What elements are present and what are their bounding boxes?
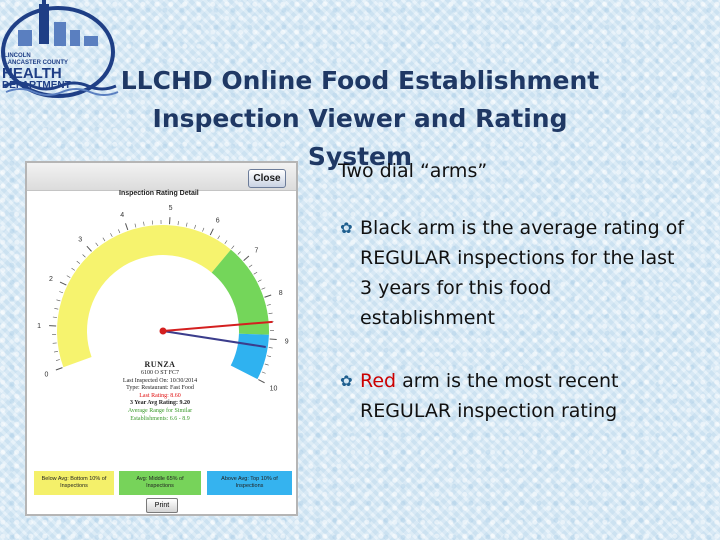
panel-toolbar: Close [27, 163, 296, 191]
gauge-minor-tick [82, 254, 86, 258]
gauge-minor-tick [248, 264, 253, 268]
bullet-red-word: Red [360, 370, 397, 392]
gauge-major-tick [269, 338, 277, 341]
establishment-type: Type: Restaurant: Fast Food [126, 385, 194, 392]
gauge-minor-tick [177, 221, 179, 226]
bullet-red-arm-text: arm is the most recent REGULAR inspectio… [360, 370, 619, 422]
gauge-minor-tick [55, 359, 60, 361]
slide-title-line2: Inspection Viewer and Rating System [152, 104, 568, 171]
gauge-minor-tick [71, 267, 75, 271]
gauge-minor-tick [76, 260, 81, 264]
gauge-minor-tick [202, 227, 205, 232]
legend-above-average: Above Avg: Top 10% of Inspections [207, 471, 292, 495]
rating-gauge: 0 1 2 3 4 5 6 7 8 9 10 [37, 205, 289, 392]
last-rating-arm [162, 320, 273, 332]
gauge-major-tick [264, 294, 272, 298]
establishment-address: 6100 O ST FC7 [140, 370, 180, 376]
gauge-minor-tick [266, 304, 271, 306]
bullet-icon: ✿ [340, 372, 353, 390]
gauge-minor-tick [59, 291, 64, 294]
gauge-major-tick [209, 228, 214, 236]
gauge-minor-tick [253, 271, 258, 275]
logo-graphic: LINCOLN LANCASTER COUNTY HEALTH DEPARTME… [1, 0, 119, 98]
gauge-minor-tick [224, 240, 228, 244]
gauge-tick-label: 3 [78, 237, 82, 244]
gauge-tick-label: 2 [49, 276, 53, 283]
gauge-major-tick [55, 367, 63, 371]
explanation-text: Two dial “arms” ✿ Black arm is the avera… [338, 156, 688, 459]
establishment-name: RUNZA [144, 360, 176, 369]
gauge-minor-tick [267, 355, 272, 357]
last-inspected-date: Last Inspected On: 10/30/2014 [122, 377, 198, 384]
bullet-red-arm: ✿ Red arm is the most recent REGULAR ins… [338, 366, 688, 426]
gauge-tick-label: 10 [270, 385, 278, 392]
gauge-minor-tick [268, 347, 273, 349]
average-range-line2: Establishments: 6.6 - 8.9 [130, 415, 190, 422]
gauge-minor-tick [261, 371, 266, 374]
last-rating: Last Rating: 8.60 [139, 392, 181, 399]
gauge-minor-tick [257, 279, 262, 282]
legend-below-average: Below Avg: Bottom 10% of Inspections [34, 471, 114, 495]
gauge-tick-label: 0 [45, 371, 49, 378]
gauge-minor-tick [237, 251, 241, 255]
gauge-minor-tick [110, 233, 113, 237]
gauge-minor-tick [52, 316, 57, 318]
logo-line3: HEALTH [2, 65, 62, 82]
gauge-band-1 [211, 249, 269, 335]
bullet-black-arm-text: Black arm is the average rating of REGUL… [360, 217, 685, 329]
bullet-icon: ✿ [340, 219, 353, 237]
gauge-minor-tick [102, 237, 106, 242]
print-button[interactable]: Print [146, 498, 178, 513]
legend-average: Avg: Middle 65% of Inspections [119, 471, 201, 495]
slide-title: LLCHD Online Food Establishment Inspecti… [100, 62, 620, 176]
gauge-minor-tick [231, 245, 235, 250]
gauge-minor-tick [134, 223, 137, 228]
gauge-minor-tick [194, 224, 196, 229]
gauge-minor-tick [56, 299, 61, 302]
gauge-minor-tick [217, 235, 220, 240]
gauge-tick-label: 1 [37, 323, 41, 330]
gauge-minor-tick [143, 221, 145, 226]
panel-heading: Inspection Rating Detail [119, 190, 199, 197]
logo-line4: DEPARTMENT [2, 80, 71, 91]
gauge-major-tick [258, 379, 265, 384]
gauge-tick-label: 4 [120, 212, 124, 219]
gauge-minor-tick [118, 229, 121, 234]
gauge-minor-tick [264, 363, 269, 366]
intro-line: Two dial “arms” [338, 160, 488, 182]
gauge-major-tick [59, 281, 67, 286]
close-button[interactable]: Close [248, 169, 286, 188]
gauge-pivot [159, 327, 167, 335]
gauge-tick-label: 7 [254, 247, 258, 254]
logo-line1: LINCOLN [4, 53, 31, 59]
gauge-minor-tick [268, 312, 273, 314]
gauge-minor-tick [186, 222, 188, 227]
health-department-logo: LINCOLN LANCASTER COUNTY HEALTH DEPARTME… [0, 0, 122, 98]
gauge-major-tick [243, 255, 250, 262]
gauge-minor-tick [53, 350, 58, 353]
gauge-tick-label: 8 [279, 290, 283, 297]
gauge-band-0 [57, 224, 231, 368]
gauge-tick-label: 6 [216, 218, 220, 225]
average-rating-arm [162, 330, 266, 348]
gauge-major-tick [125, 223, 129, 231]
logo-line2: LANCASTER COUNTY [4, 60, 68, 66]
average-range-line1: Average Range for Similar [127, 407, 193, 414]
gauge-tick-label: 9 [285, 338, 289, 345]
gauge-tick-label: 5 [169, 205, 173, 212]
gauge-minor-tick [54, 308, 59, 310]
three-year-average: 3 Year Avg Rating: 9.20 [129, 400, 191, 407]
gauge-minor-tick [261, 287, 266, 290]
gauge-minor-tick [66, 275, 71, 278]
gauge-major-tick [86, 245, 92, 252]
gauge-minor-tick [95, 242, 99, 247]
slide-title-line1: LLCHD Online Food Establishment [120, 66, 600, 95]
establishment-info: RUNZA 6100 O ST FC7 Last Inspected On: 1… [85, 360, 235, 423]
inspection-rating-panel: Close Inspection Rating Detail 0 1 2 3 4 5 6 7 8… [25, 161, 298, 516]
bullet-black-arm: ✿ Black arm is the average rating of REG… [338, 213, 688, 333]
